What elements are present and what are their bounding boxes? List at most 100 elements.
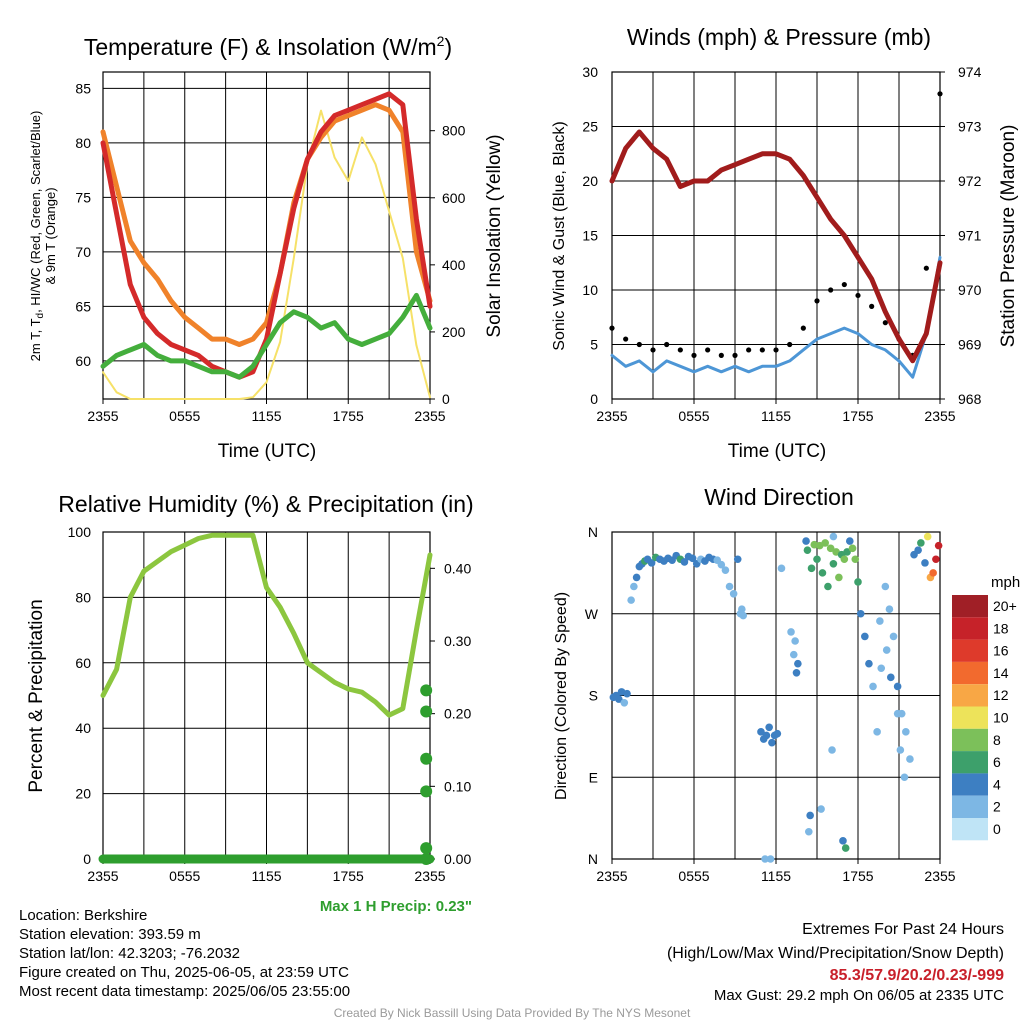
precip-point <box>420 684 433 697</box>
legend-swatch <box>952 595 988 618</box>
direction-point <box>917 539 925 547</box>
precip-point <box>316 854 326 864</box>
precip-point <box>125 854 135 864</box>
direction-point <box>893 709 902 718</box>
direction-point <box>914 546 922 554</box>
dir-ytick-label: N <box>588 851 598 867</box>
gust-point <box>732 352 738 358</box>
dir-ytick-label: N <box>588 524 598 540</box>
legend-label: 10 <box>993 710 1009 726</box>
wind-y2tick-label: 971 <box>958 228 982 244</box>
rh-xtick-label: 2355 <box>414 868 445 884</box>
elevation-text: Station elevation: 393.59 m <box>19 926 201 943</box>
temp-xtick-label: 2355 <box>414 408 445 424</box>
precip-point <box>323 854 333 864</box>
direction-point <box>821 539 829 547</box>
precip-point <box>282 854 292 864</box>
wind-y2tick-label: 973 <box>958 119 982 135</box>
temp-9m-line <box>100 102 433 347</box>
dir-ytick-label: S <box>589 688 598 704</box>
rh-ylabel: Percent & Precipitation <box>26 599 47 792</box>
direction-point <box>929 569 937 577</box>
direction-point <box>733 555 742 564</box>
legend-label: 20+ <box>993 598 1017 614</box>
direction-point <box>777 564 786 573</box>
direction-point <box>688 554 697 563</box>
temp-xtick-label: 0555 <box>169 408 200 424</box>
direction-point <box>792 668 801 677</box>
direction-point <box>896 746 905 754</box>
temp-xtick-label: 1155 <box>251 408 281 424</box>
sonic-wind-line <box>610 255 942 379</box>
max-gust-text: Max Gust: 29.2 mph On 06/05 at 2335 UTC <box>713 987 1004 1004</box>
rh-xtick-label: 1755 <box>333 868 364 884</box>
precip-point <box>275 854 285 864</box>
temp-ylabel-line2: & 9m T (Orange) <box>43 187 58 284</box>
direction-point <box>839 837 847 845</box>
precip-point <box>371 854 380 864</box>
wind-title: Winds (mph) & Pressure (mb) <box>627 24 931 50</box>
direction-point <box>794 659 802 668</box>
direction-point <box>757 728 765 736</box>
direction-point <box>900 773 909 782</box>
precip-point <box>146 854 156 864</box>
direction-point <box>843 548 851 556</box>
gust-point <box>787 341 793 348</box>
precip-point <box>214 854 224 864</box>
precip-point <box>343 854 353 864</box>
dir-ylabel: Direction (Colored By Speed) <box>553 592 570 800</box>
precip-point <box>420 752 433 765</box>
direction-point <box>829 532 838 541</box>
wind-ytick-label: 30 <box>582 64 598 80</box>
direction-point <box>765 723 773 732</box>
rh-y2tick-label: 0.30 <box>444 633 471 649</box>
dir-xtick-label: 2355 <box>596 868 627 884</box>
precip-point <box>330 854 340 864</box>
direction-point <box>902 728 910 736</box>
direction-point <box>856 609 865 618</box>
direction-point <box>791 637 799 645</box>
legend-swatch <box>952 617 988 640</box>
precip-point <box>391 854 401 864</box>
temp-ytick-label: 75 <box>75 189 91 205</box>
max-precip-annotation: Max 1 H Precip: 0.23" <box>320 898 472 915</box>
rh-y2tick-label: 0.20 <box>444 706 471 722</box>
direction-point <box>806 811 814 820</box>
wind-xlabel: Time (UTC) <box>728 441 827 462</box>
legend-label: 2 <box>993 799 1001 815</box>
credit-text: Created By Nick Bassill Using Data Provi… <box>333 1006 691 1020</box>
temp-y2tick-label: 600 <box>442 190 466 206</box>
wind-y2tick-label: 970 <box>958 282 982 298</box>
direction-point <box>826 544 835 553</box>
precip-point <box>309 854 319 864</box>
precip-point <box>296 854 306 864</box>
direction-point <box>876 617 884 625</box>
rh-y2tick-label: 0.40 <box>444 560 471 576</box>
temp-y2tick-label: 400 <box>442 257 466 273</box>
gust-point <box>937 91 943 97</box>
precip-point <box>173 854 183 864</box>
precip-point <box>207 854 217 864</box>
temp-ytick-label: 80 <box>75 135 91 151</box>
direction-point <box>627 596 635 604</box>
wind-xtick-label: 2355 <box>596 408 627 424</box>
precip-point <box>384 854 394 864</box>
dir-xtick-label: 2355 <box>924 868 955 884</box>
gust-point <box>869 303 875 309</box>
gust-point <box>814 298 820 304</box>
precip-point <box>255 854 265 864</box>
legend-swatch <box>952 639 988 662</box>
direction-point <box>736 609 745 618</box>
dir-xtick-label: 1155 <box>761 868 791 884</box>
legend-label: 16 <box>993 643 1009 659</box>
precip-point <box>105 854 115 864</box>
location-text: Location: Berkshire <box>19 907 148 924</box>
precip-point <box>98 854 108 864</box>
precip-point <box>227 854 237 864</box>
temp-xtick-label: 1755 <box>333 408 364 424</box>
precip-point <box>166 854 176 864</box>
precip-point <box>234 854 244 864</box>
rh-ytick-label: 20 <box>75 786 91 802</box>
